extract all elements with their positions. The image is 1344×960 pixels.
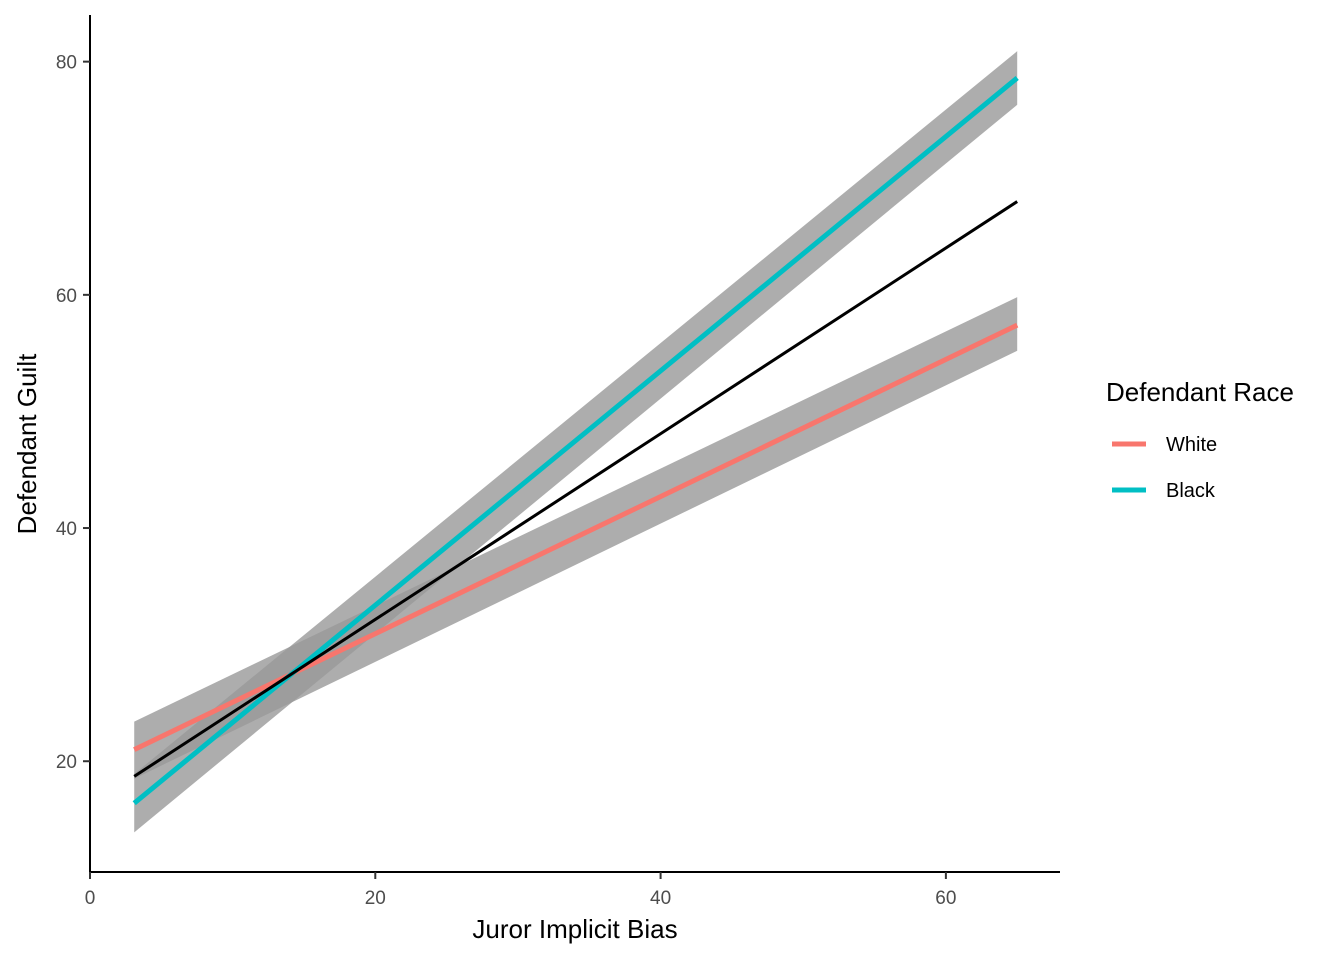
x-tick-label: 0 — [85, 888, 96, 909]
y-axis-title: Defendant Guilt — [12, 353, 42, 534]
x-axis-title: Juror Implicit Bias — [472, 914, 677, 944]
legend-item-white: White — [1112, 434, 1217, 456]
series-line-white — [133, 322, 1019, 752]
legend-label: White — [1166, 434, 1217, 456]
regression-lines — [132, 76, 1019, 806]
ticks: 0 20 40 60 20 40 60 80 — [56, 53, 957, 909]
legend: Defendant Race White Black — [1106, 377, 1294, 502]
y-tick-label: 80 — [56, 53, 77, 74]
x-tick-label: 20 — [365, 888, 386, 909]
legend-label: Black — [1166, 480, 1216, 502]
y-tick-label: 20 — [56, 752, 77, 773]
y-tick-label: 40 — [56, 519, 77, 540]
x-tick-label: 40 — [650, 888, 671, 909]
overall-line — [133, 200, 1019, 778]
legend-title: Defendant Race — [1106, 377, 1294, 407]
y-tick-label: 60 — [56, 286, 77, 307]
x-tick-label: 60 — [935, 888, 956, 909]
axes — [89, 15, 1060, 873]
legend-item-black: Black — [1112, 480, 1216, 502]
series-line-black — [132, 76, 1019, 806]
